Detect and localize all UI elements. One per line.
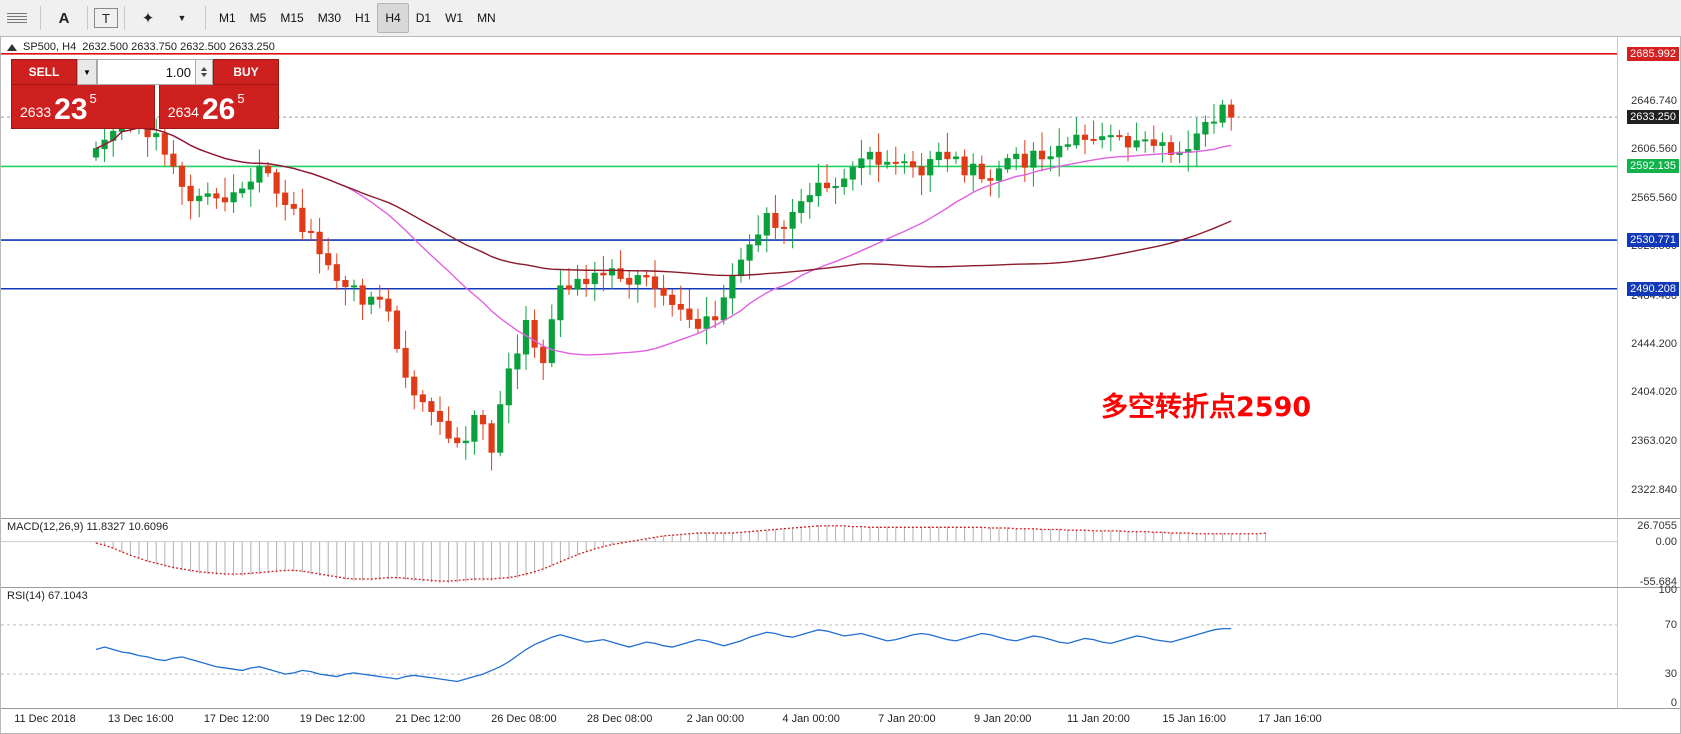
buy-price-main: 26 (201, 93, 236, 126)
symbol-label: SP500, H4 (23, 41, 77, 53)
price-axis-tag: 2592.135 (1627, 159, 1679, 174)
price-axis[interactable]: 2646.7402606.5602565.5602525.5602484.400… (1617, 37, 1680, 517)
rsi-axis-tick: 100 (1658, 584, 1677, 596)
buy-price-fraction: 5 (237, 91, 245, 106)
timeframe-h1[interactable]: H1 (355, 11, 371, 25)
time-axis-label: 9 Jan 20:00 (973, 713, 1032, 725)
timeframe-h4[interactable]: H4 (377, 3, 409, 33)
time-axis-label: 17 Jan 16:00 (1258, 713, 1322, 725)
volume-dropdown-icon[interactable]: ▼ (77, 59, 97, 85)
macd-axis: 26.7055 0.00 -55.684 (1617, 519, 1680, 588)
macd-axis-tick: 0.00 (1655, 535, 1677, 548)
text-box-icon[interactable]: T (94, 8, 118, 28)
volume-input[interactable]: 1.00 (97, 59, 196, 85)
price-axis-tick: 2363.020 (1631, 435, 1677, 448)
chevron-down-icon[interactable]: ▼ (177, 13, 187, 23)
toolbar-divider (205, 6, 206, 30)
price-axis-tag: 2490.208 (1627, 281, 1679, 296)
timeframe-mn[interactable]: MN (477, 11, 496, 25)
toolbar: A T ✦ ▼ M1 M5 M15 M30 H1 H4 D1 W1 MN (0, 0, 1681, 37)
price-axis-tick: 2606.560 (1631, 143, 1677, 156)
time-axis-label: 19 Dec 12:00 (299, 713, 366, 725)
price-axis-tick: 2444.200 (1631, 337, 1677, 350)
time-axis-label: 11 Dec 2018 (14, 713, 76, 725)
price-axis-tick: 2646.740 (1631, 94, 1677, 107)
time-axis-label: 4 Jan 00:00 (782, 713, 840, 725)
price-axis-tag: 2530.771 (1627, 233, 1679, 248)
time-axis-label: 26 Dec 08:00 (491, 713, 557, 725)
rsi-axis-tick: 0 (1670, 697, 1677, 709)
time-axis-label: 13 Dec 16:00 (108, 713, 174, 725)
time-axis-label: 7 Jan 20:00 (878, 713, 936, 725)
stepper-up-icon[interactable] (201, 67, 207, 71)
time-axis-label: 11 Jan 20:00 (1067, 713, 1130, 725)
rsi-plot (1, 588, 1618, 711)
candlestick-series (1, 53, 1618, 471)
buy-button[interactable]: BUY (213, 59, 279, 85)
buy-price-cell[interactable]: 2634 26 5 (158, 85, 279, 129)
time-axis[interactable]: 11 Dec 2018 13 Dec 16:00 17 Dec 12:00 19 De… (1, 708, 1680, 733)
time-axis-label: 17 Dec 12:00 (203, 713, 270, 725)
toolbar-divider (87, 6, 88, 30)
rsi-label: RSI(14) 67.1043 (7, 590, 88, 602)
chart-marker-icon (7, 43, 17, 51)
toolbar-divider (40, 6, 41, 30)
macd-label: MACD(12,26,9) 11.8327 10.6096 (7, 521, 169, 533)
volume-stepper[interactable] (196, 59, 213, 85)
timeframe-w1[interactable]: W1 (445, 11, 464, 25)
price-axis-tag: 2685.992 (1627, 46, 1679, 61)
price-axis-tag: 2633.250 (1627, 110, 1679, 125)
chart-area[interactable]: SP500, H4 2632.500 2633.750 2632.500 263… (0, 36, 1681, 734)
macd-plot (1, 519, 1618, 587)
ohlc-values: 2632.500 2633.750 2632.500 2633.250 (82, 41, 275, 53)
text-a-icon[interactable]: A (58, 9, 70, 27)
rsi-axis-tick: 70 (1664, 618, 1677, 631)
trade-panel-top-row: SELL ▼ 1.00 BUY (11, 59, 279, 85)
macd-pane[interactable]: MACD(12,26,9) 11.8327 10.6096 26.7055 0.0… (1, 518, 1680, 588)
macd-axis-tick: -55.684 (1639, 575, 1677, 588)
trade-panel-price-row: 2633 23 5 2634 26 5 (11, 85, 279, 129)
grid-icon[interactable] (0, 4, 34, 32)
price-plot[interactable] (1, 37, 1618, 517)
sell-price-cell[interactable]: 2633 23 5 (11, 85, 155, 129)
timeframe-m1[interactable]: M1 (219, 11, 236, 25)
time-axis-label: 2 Jan 00:00 (686, 713, 745, 725)
sell-button[interactable]: SELL (11, 59, 77, 85)
time-axis-label: 28 Dec 08:00 (586, 713, 653, 725)
symbol-info-line: SP500, H4 2632.500 2633.750 2632.500 263… (7, 41, 275, 53)
one-click-trading-panel[interactable]: SELL ▼ 1.00 BUY 2633 23 5 (11, 59, 279, 129)
timeframe-m15[interactable]: M15 (280, 11, 304, 25)
price-axis-tick: 2322.840 (1631, 483, 1677, 496)
rsi-axis: 100 70 30 0 (1617, 584, 1680, 711)
sell-price-fraction: 5 (89, 91, 97, 106)
price-axis-tick: 2565.560 (1631, 192, 1677, 205)
rsi-pane[interactable]: RSI(14) 67.1043 100 70 30 0 (1, 584, 1680, 711)
timeframe-m5[interactable]: M5 (249, 11, 267, 25)
timeframe-m30[interactable]: M30 (317, 11, 342, 25)
chart-annotation: 多空转折点2590 (1101, 392, 1312, 423)
buy-price-prefix: 2634 (167, 104, 199, 120)
sell-price-main: 23 (54, 93, 88, 126)
drawing-tools-icon[interactable]: ✦ (141, 10, 155, 27)
timeframe-d1[interactable]: D1 (415, 11, 432, 25)
sell-price-prefix: 2633 (20, 104, 52, 120)
stepper-down-icon[interactable] (201, 73, 207, 77)
time-axis-label: 21 Dec 12:00 (395, 713, 461, 725)
rsi-axis-tick: 30 (1664, 668, 1677, 681)
toolbar-divider (124, 6, 125, 30)
macd-axis-tick: 26.7055 (1637, 519, 1677, 532)
time-axis-label: 15 Jan 16:00 (1162, 713, 1227, 725)
price-pane[interactable]: SP500, H4 2632.500 2633.750 2632.500 263… (1, 37, 1680, 517)
price-axis-tick: 2404.020 (1631, 386, 1677, 399)
